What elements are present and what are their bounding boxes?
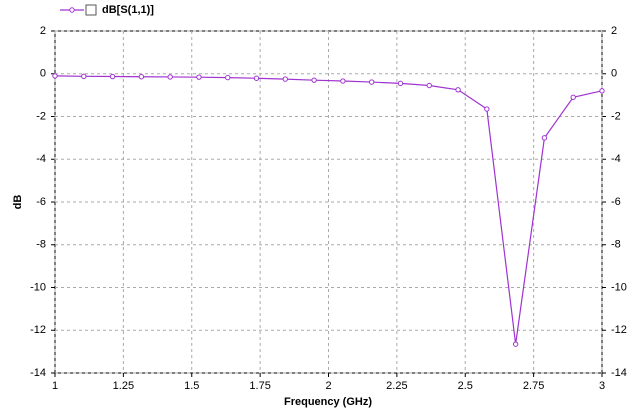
x-tick-label: 1.5 xyxy=(184,380,199,392)
marker xyxy=(109,73,116,80)
x-tick-label: 1.25 xyxy=(113,380,134,392)
y2-tick-label: -8 xyxy=(611,239,621,251)
marker xyxy=(541,135,548,141)
y-tick-label: -6 xyxy=(36,196,46,208)
legend-marker xyxy=(69,7,75,13)
marker xyxy=(599,88,605,94)
marker xyxy=(397,80,404,87)
x-tick-label: 1 xyxy=(52,380,58,392)
legend-label: dB[S(1,1)] xyxy=(102,4,154,16)
marker xyxy=(196,74,202,80)
y-tick-label: -10 xyxy=(30,281,46,293)
y-axis-label: dB xyxy=(12,195,24,210)
x-tick-label: 2.75 xyxy=(523,380,544,392)
marker xyxy=(253,75,260,81)
y-tick-label: -8 xyxy=(36,239,46,251)
y2-tick-label: -4 xyxy=(611,153,621,165)
x-tick-label: 2 xyxy=(325,380,331,392)
marker xyxy=(512,341,519,347)
marker xyxy=(484,106,490,112)
y-tick-label: -4 xyxy=(36,153,46,165)
marker xyxy=(282,76,289,82)
marker xyxy=(81,73,87,80)
marker xyxy=(138,74,145,80)
y-tick-label: -14 xyxy=(30,367,46,379)
y2-tick-label: -12 xyxy=(611,324,627,336)
x-tick-label: 2.5 xyxy=(458,380,473,392)
marker xyxy=(311,77,317,83)
x-tick-label: 2.25 xyxy=(386,380,407,392)
y-tick-label: -2 xyxy=(36,110,46,122)
y2-tick-label: -6 xyxy=(611,196,621,208)
marker xyxy=(570,94,576,100)
x-tick-label: 1.75 xyxy=(249,380,270,392)
marker xyxy=(340,78,346,84)
marker xyxy=(455,87,461,93)
y2-tick-label: -10 xyxy=(611,281,627,293)
y2-tick-label: 2 xyxy=(611,25,617,37)
x-axis-label: Frequency (GHz) xyxy=(284,396,372,408)
marker xyxy=(225,74,231,81)
y-tick-label: 2 xyxy=(40,25,46,37)
y-tick-label: 0 xyxy=(40,68,46,80)
y-tick-label: -12 xyxy=(30,324,46,336)
y2-tick-label: 0 xyxy=(611,68,617,80)
marker xyxy=(368,79,375,85)
marker xyxy=(167,74,173,80)
x-tick-label: 3 xyxy=(599,380,605,392)
line xyxy=(54,75,603,345)
marker xyxy=(426,82,432,89)
legend-checkbox xyxy=(85,4,97,16)
y2-tick-label: -2 xyxy=(611,110,621,122)
y2-tick-label: -14 xyxy=(611,367,627,379)
marker xyxy=(52,73,58,79)
